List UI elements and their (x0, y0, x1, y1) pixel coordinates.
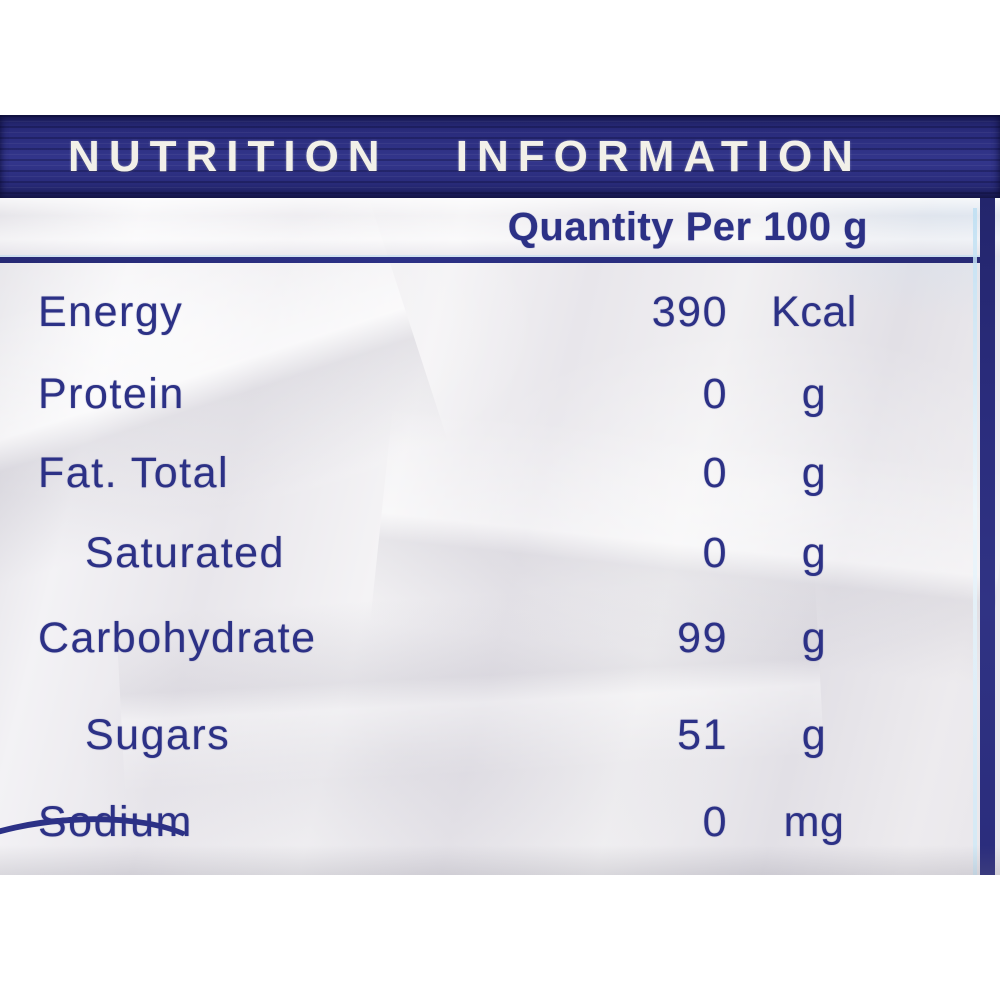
package-photo: NUTRITION INFORMATION Quantity Per 100 g… (0, 115, 1000, 875)
row-unit: g (801, 613, 827, 662)
quantity-per-label: Quantity Per 100 g (507, 205, 868, 249)
row-unit: g (801, 369, 827, 418)
nutrition-row-carbohydrate: Carbohydrate 99 g (0, 608, 1000, 668)
row-label: Energy (38, 287, 184, 336)
row-unit: Kcal (771, 287, 857, 336)
row-label: Sodium (38, 797, 193, 846)
row-unit: g (801, 448, 827, 497)
nutrition-row-sugars: Sugars 51 g (0, 705, 1000, 765)
row-value: 0 (702, 797, 728, 846)
row-unit: g (801, 528, 827, 577)
header-divider-rule (0, 257, 982, 263)
row-label: Sugars (85, 710, 231, 759)
nutrition-row-energy: Energy 390 Kcal (0, 282, 1000, 342)
row-label: Protein (38, 369, 185, 418)
bag-bottom-shadow (0, 845, 1000, 875)
row-value: 0 (702, 448, 728, 497)
row-unit: g (801, 710, 827, 759)
row-unit: mg (783, 797, 845, 846)
row-label: Fat. Total (38, 448, 230, 497)
nutrition-row-sodium: Sodium 0 mg (0, 792, 1000, 852)
nutrition-row-protein: Protein 0 g (0, 364, 1000, 424)
row-label: Carbohydrate (38, 613, 317, 662)
quantity-header-strip: Quantity Per 100 g (0, 198, 1000, 257)
nutrition-row-saturated: Saturated 0 g (0, 523, 1000, 583)
row-value: 0 (702, 528, 728, 577)
row-value: 99 (677, 613, 728, 662)
nutrition-row-fat-total: Fat. Total 0 g (0, 443, 1000, 503)
row-value: 0 (702, 369, 728, 418)
nutrition-header-band: NUTRITION INFORMATION (0, 115, 1000, 198)
row-value: 51 (677, 710, 728, 759)
row-label: Saturated (85, 528, 285, 577)
row-value: 390 (651, 287, 728, 336)
package-edge-stripe (973, 198, 995, 875)
nutrition-title: NUTRITION INFORMATION (68, 131, 862, 181)
